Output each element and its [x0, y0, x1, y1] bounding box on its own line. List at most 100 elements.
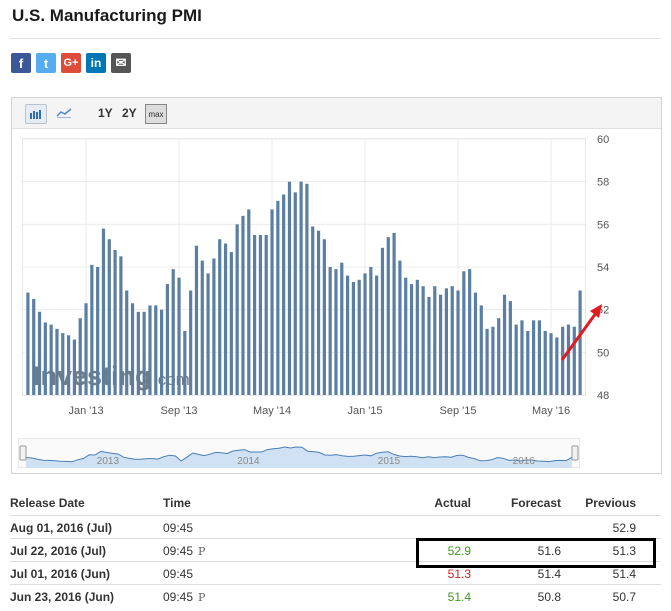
highlight-box: [416, 538, 656, 568]
navigator-left-handle[interactable]: [19, 445, 27, 461]
chart-bar: [26, 292, 30, 395]
forecast-value: 51.6: [537, 544, 561, 558]
chart-bar: [438, 294, 443, 395]
chart-bar: [555, 337, 559, 395]
chart-bar: [55, 328, 59, 395]
email-share-icon[interactable]: ✉: [111, 53, 131, 73]
chart-bar: [508, 301, 512, 395]
release-date: Jul 22, 2016 (Jul): [10, 544, 107, 558]
chart-bar: [468, 269, 472, 395]
navigator-right-handle[interactable]: [571, 445, 579, 461]
previous-value: 51.3: [612, 544, 636, 558]
chart-bar: [72, 339, 77, 395]
chart-bar: [130, 303, 135, 395]
x-tick-label: May '16: [532, 405, 570, 417]
chart-bar: [497, 318, 501, 395]
chart-bar: [375, 275, 379, 395]
range-2y-button[interactable]: 2Y: [122, 106, 137, 120]
navigator-area: [26, 447, 572, 468]
page-title: U.S. Manufacturing PMI: [12, 6, 202, 25]
facebook-share-icon[interactable]: f: [11, 53, 31, 73]
y-tick-label: 58: [597, 177, 609, 189]
chart-bar: [264, 235, 268, 395]
preliminary-icon: P: [198, 591, 206, 604]
actual-value: 52.9: [447, 544, 471, 558]
chart-bar: [415, 279, 419, 395]
chart-bar: [316, 230, 321, 395]
chart-bar: [502, 294, 507, 395]
chart-bar: [363, 273, 367, 395]
chart-bar: [223, 243, 228, 395]
actual-value: 51.4: [447, 590, 471, 604]
chart-bar: [578, 290, 582, 395]
area-chart-toggle-icon[interactable]: [54, 104, 74, 122]
chart-bar: [229, 252, 233, 395]
release-time: 09:45 P: [163, 544, 206, 558]
chart-bar: [235, 224, 239, 395]
chart-bar: [526, 331, 530, 395]
chart-bar: [357, 279, 361, 395]
chart-bar: [433, 286, 437, 395]
table-row: Aug 01, 2016 (Jul) 09:45 52.9: [10, 515, 661, 539]
header-previous: Previous: [585, 496, 636, 510]
chart-bar: [61, 333, 65, 395]
release-date: Aug 01, 2016 (Jul): [10, 521, 113, 535]
linkedin-share-icon[interactable]: in: [86, 53, 106, 73]
range-max-button[interactable]: max: [145, 104, 167, 124]
chart-bar: [276, 200, 280, 395]
table-row: Jul 22, 2016 (Jul) 09:45 P 52.9 51.6 51.3: [10, 538, 661, 562]
chart-bar: [334, 269, 338, 395]
chart-bar: [311, 226, 315, 395]
chart-bar: [386, 237, 390, 395]
release-time: 09:45: [163, 567, 194, 581]
chart-bar: [218, 239, 222, 395]
bar-chart-toggle-icon[interactable]: [25, 104, 47, 124]
chart-bar: [299, 181, 303, 395]
chart-bar: [206, 273, 210, 395]
chart-bar: [43, 322, 47, 395]
chart-bar: [485, 328, 489, 395]
y-tick-label: 54: [597, 262, 609, 274]
chart-bar: [479, 305, 483, 395]
chart-bar: [37, 311, 42, 395]
x-tick-label: Jan '15: [347, 405, 382, 417]
x-tick-label: May '14: [253, 405, 291, 417]
chart-bar: [537, 320, 542, 395]
chart-bar: [107, 239, 111, 395]
googleplus-share-icon[interactable]: G+: [61, 53, 81, 73]
chart-bar: [322, 239, 326, 395]
navigator[interactable]: 2013 2014 2015 2016: [18, 438, 580, 468]
table-row: Jun 23, 2016 (Jun) 09:45 P 51.4 50.8 50.7: [10, 584, 661, 608]
previous-value: 50.7: [612, 590, 636, 604]
chart-bar: [90, 264, 94, 395]
chart-bar: [171, 269, 175, 395]
chart-bar: [561, 326, 565, 395]
chart-bar: [293, 192, 297, 395]
chart-bar: [194, 245, 199, 395]
chart-bar: [212, 258, 216, 395]
previous-value: 51.4: [612, 567, 636, 581]
chart-bar: [491, 326, 495, 395]
chart-bar: [328, 267, 332, 395]
y-tick-label: 50: [597, 347, 609, 359]
chart-bar: [566, 324, 571, 395]
y-tick-label: 56: [597, 219, 609, 231]
chart-bar: [101, 228, 106, 395]
navigator-year-label: 2014: [237, 456, 260, 467]
x-tick-label: Sep '15: [440, 405, 477, 417]
chart-bar: [252, 235, 257, 395]
twitter-share-icon[interactable]: t: [36, 53, 56, 73]
preliminary-icon: P: [198, 545, 206, 558]
release-time: 09:45 P: [163, 590, 206, 604]
chart-bar: [125, 290, 129, 395]
chart-bar: [154, 305, 158, 395]
chart-bar: [49, 324, 53, 395]
navigator-year-label: 2016: [513, 456, 536, 467]
range-1y-button[interactable]: 1Y: [98, 106, 113, 120]
table-header: Release Date Time Actual Forecast Previo…: [10, 491, 661, 514]
actual-value: 51.3: [447, 567, 471, 581]
chart-bar: [456, 290, 460, 395]
chart-bar: [113, 249, 117, 395]
chart-bar: [305, 183, 309, 395]
chart-bar: [32, 299, 36, 395]
